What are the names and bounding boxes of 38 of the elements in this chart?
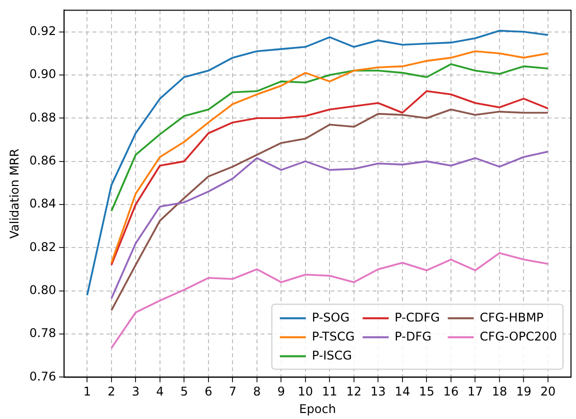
y-tick-label: 0.80 (29, 282, 56, 297)
legend-label: P-SOG (312, 310, 350, 324)
x-tick-label: 15 (419, 384, 434, 399)
x-tick-label: 9 (277, 384, 285, 399)
legend-label: P-CDFG (394, 310, 440, 324)
y-tick-label: 0.82 (29, 240, 56, 254)
x-tick-label: 20 (540, 384, 556, 399)
legend-label: CFG-OPC200 (480, 329, 558, 344)
legend-label: P-DFG (394, 329, 432, 344)
x-tick-label: 1 (83, 384, 91, 399)
x-tick-label: 11 (322, 384, 338, 399)
x-tick-label: 12 (346, 384, 362, 399)
y-tick-label: 0.84 (29, 196, 56, 211)
y-tick-label: 0.86 (29, 153, 56, 168)
x-tick-label: 8 (253, 384, 261, 399)
x-tick-label: 16 (443, 384, 459, 399)
x-tick-label: 13 (370, 384, 386, 399)
x-tick-label: 4 (156, 384, 164, 399)
y-tick-label: 0.88 (29, 110, 56, 124)
x-tick-label: 18 (492, 384, 508, 399)
legend-label: CFG-HBMP (480, 310, 544, 324)
x-tick-label: 14 (394, 384, 410, 399)
x-tick-label: 2 (108, 384, 116, 399)
y-tick-label: 0.78 (29, 326, 56, 340)
y-tick-label: 0.76 (29, 369, 56, 384)
y-tick-label: 0.92 (29, 24, 56, 38)
x-axis-title: Epoch (299, 402, 336, 416)
y-tick-label: 0.90 (29, 67, 56, 82)
x-tick-label: 7 (228, 384, 236, 399)
x-tick-label: 3 (132, 384, 140, 399)
x-tick-label: 5 (180, 384, 188, 399)
x-tick-label: 17 (468, 384, 483, 399)
x-tick-label: 6 (204, 384, 212, 399)
x-tick-label: 10 (298, 384, 314, 399)
y-axis-title: Validation MRR (7, 148, 22, 239)
legend-label: P-ISCG (312, 348, 352, 362)
x-tick-label: 19 (516, 384, 532, 399)
legend-label: P-TSCG (312, 329, 355, 344)
